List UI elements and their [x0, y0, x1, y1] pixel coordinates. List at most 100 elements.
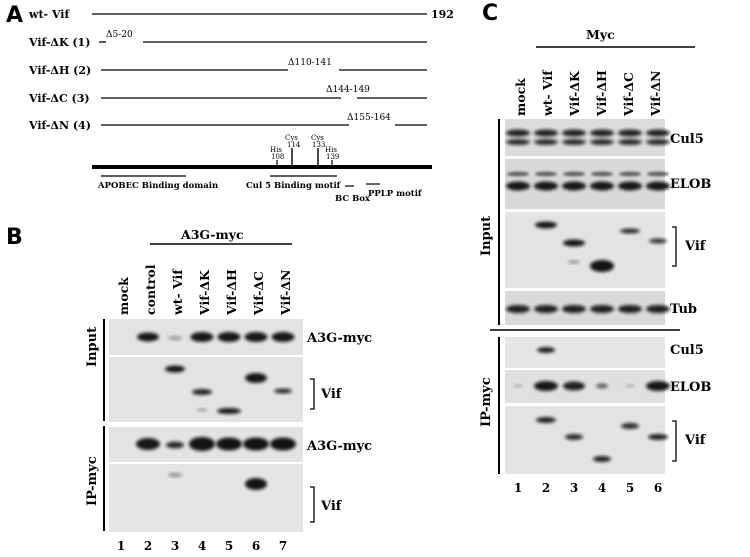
b-blot-ip-vif — [109, 464, 303, 532]
blot-band — [270, 437, 296, 451]
construct-label-dk: Vif-ΔK (1) — [28, 36, 90, 49]
blot-band — [590, 181, 614, 191]
lane-number: 7 — [279, 539, 287, 553]
blot-band — [562, 305, 586, 313]
blot-band — [537, 347, 555, 353]
lane-number: 4 — [598, 481, 606, 495]
blot-band — [506, 181, 530, 191]
blot-band — [565, 434, 583, 440]
blot-band — [568, 260, 580, 264]
lane-number: 1 — [514, 481, 522, 495]
residue-cys133-name: Cys — [311, 134, 324, 142]
c-bracket-ip-vif — [672, 420, 677, 462]
residue-cys114-name: Cys — [285, 134, 298, 142]
blot-band — [646, 181, 670, 191]
lane-label: Vif-ΔC — [251, 271, 266, 316]
panel-b-lane-labels: mock control wt- Vif Vif-ΔK Vif-ΔH Vif-ΔC Vif-… — [116, 264, 293, 316]
blot-band — [649, 238, 667, 244]
deletion-label-dh: Δ110-141 — [288, 58, 332, 68]
residue-his108-name: His — [270, 146, 282, 154]
blot-band — [506, 129, 530, 137]
c-bracket-input-vif — [672, 226, 677, 267]
blot-band — [596, 383, 608, 389]
blot-band — [619, 171, 641, 177]
lane-number: 5 — [225, 539, 233, 553]
residue-his108-num: 108 — [271, 153, 284, 161]
c-blot-input-vif — [505, 212, 665, 288]
blot-band — [562, 129, 586, 137]
lane-number: 4 — [198, 539, 206, 553]
lane-label: Vif-ΔN — [648, 71, 663, 117]
b-bracket-ip-vif — [310, 486, 315, 523]
lane-number: 2 — [144, 539, 152, 553]
residue-his139-num: 139 — [326, 153, 339, 161]
blot-band — [618, 139, 642, 145]
deletion-label-dn: Δ155-164 — [347, 113, 391, 123]
blot-band — [591, 171, 613, 177]
blot-band — [506, 305, 530, 313]
blot-band — [165, 365, 185, 373]
b-bracket-input-vif — [310, 378, 315, 410]
panel-b-input-label: Input — [85, 327, 100, 367]
blot-band — [535, 171, 557, 177]
blot-band — [593, 456, 611, 462]
cul5-motif-label: Cul 5 Binding motif — [246, 181, 342, 191]
blot-band — [245, 478, 267, 490]
blot-band — [621, 423, 639, 429]
panel-a: A wt- Vif 192 Vif-ΔK (1) Δ5-20 Vif-ΔH (2… — [6, 3, 454, 204]
panel-b-group-label: A3G-myc — [180, 227, 244, 242]
lane-label: Vif-ΔC — [621, 72, 636, 117]
c-label-input-elob: ELOB — [670, 177, 711, 192]
panel-c-group-label: Myc — [586, 27, 615, 42]
blot-band — [507, 171, 529, 177]
apobec-domain-label: APOBEC Binding domain — [97, 181, 218, 191]
blot-band — [563, 171, 585, 177]
wt-vif-end: 192 — [431, 8, 454, 21]
blot-band — [166, 441, 184, 449]
deletion-label-dk: Δ5-20 — [106, 30, 133, 40]
c-blot-ip-cul5 — [505, 337, 665, 368]
residue-cys114-num: 114 — [287, 141, 301, 149]
lane-label: Vif-ΔH — [224, 269, 239, 316]
lane-label: Vif-ΔH — [594, 70, 609, 117]
blot-band — [513, 384, 523, 388]
b-label-ip-a3g: A3G-myc — [306, 439, 372, 454]
blot-band — [168, 473, 182, 477]
lane-label: Vif-ΔK — [567, 70, 582, 117]
blot-band — [620, 228, 640, 234]
deletion-label-dc: Δ144-149 — [326, 85, 370, 95]
lane-label: mock — [116, 277, 131, 315]
blot-band — [646, 129, 670, 137]
construct-label-dn: Vif-ΔN (4) — [28, 119, 91, 132]
blot-band — [618, 129, 642, 137]
residue-his139-name: His — [325, 146, 337, 154]
blot-band — [217, 408, 241, 414]
blot-band — [646, 381, 670, 391]
blot-band — [534, 181, 558, 191]
blot-band — [590, 129, 614, 137]
lane-label: Vif-ΔN — [278, 270, 293, 316]
blot-band — [562, 139, 586, 145]
panel-c-input-label: Input — [479, 216, 494, 256]
blot-band — [271, 332, 295, 342]
lane-number: 5 — [626, 481, 634, 495]
lane-label: control — [143, 264, 158, 315]
lane-number: 6 — [252, 539, 260, 553]
blot-band — [562, 181, 586, 191]
blot-band — [563, 381, 585, 391]
blot-band — [534, 129, 558, 137]
panel-c-lane-numbers: 1 2 3 4 5 6 — [514, 481, 662, 495]
panel-c-lane-labels: mock wt- Vif Vif-ΔK Vif-ΔH Vif-ΔC Vif-ΔN — [513, 69, 663, 117]
b-label-input-a3g: A3G-myc — [306, 331, 372, 346]
c-blot-ip-elob — [505, 370, 665, 403]
blot-band — [136, 438, 160, 450]
c-label-ip-elob: ELOB — [670, 380, 711, 395]
blot-band — [647, 171, 669, 177]
blot-band — [536, 417, 556, 423]
c-blot-input-cul5 — [505, 119, 665, 156]
blot-band — [274, 388, 292, 394]
blot-band — [137, 332, 159, 342]
lane-number: 3 — [171, 539, 179, 553]
panel-c-ip-label: IP-myc — [479, 377, 494, 427]
